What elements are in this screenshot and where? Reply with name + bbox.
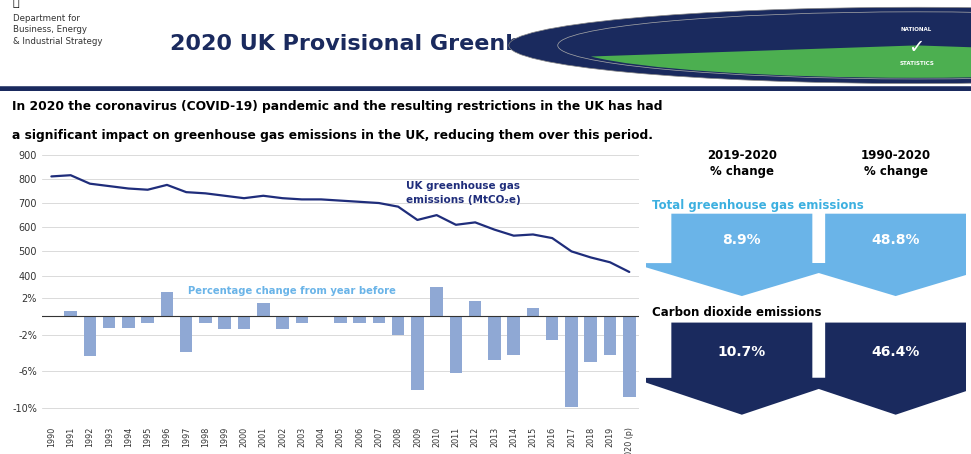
Bar	[430, 286, 443, 316]
Bar	[411, 316, 423, 390]
Polygon shape	[632, 323, 852, 415]
Bar	[295, 316, 308, 323]
Text: 2019-2020
% change: 2019-2020 % change	[707, 149, 777, 178]
Bar	[585, 316, 597, 362]
Text: 10.7%: 10.7%	[718, 345, 766, 359]
Bar	[199, 316, 212, 323]
Bar	[257, 303, 270, 316]
Circle shape	[509, 7, 971, 84]
Bar	[84, 316, 96, 356]
Bar	[565, 316, 578, 407]
Bar	[180, 316, 192, 352]
Bar	[604, 316, 617, 355]
Text: Carbon dioxide emissions: Carbon dioxide emissions	[653, 306, 821, 319]
Text: a significant impact on greenhouse gas emissions in the UK, reducing them over t: a significant impact on greenhouse gas e…	[12, 128, 653, 142]
Bar	[277, 316, 288, 329]
Text: 2020 UK Provisional Greenhouse Gas Emissions: 2020 UK Provisional Greenhouse Gas Emiss…	[170, 34, 767, 54]
Bar	[142, 316, 154, 323]
Text: UK greenhouse gas
emissions (MtCO₂e): UK greenhouse gas emissions (MtCO₂e)	[406, 181, 520, 205]
Bar	[526, 308, 539, 316]
Text: ✓: ✓	[909, 38, 924, 57]
Bar	[64, 311, 77, 316]
Bar	[122, 316, 135, 328]
Text: Percentage change from year before: Percentage change from year before	[188, 286, 396, 296]
Text: 46.4%: 46.4%	[871, 345, 920, 359]
Bar	[392, 316, 404, 336]
Bar	[334, 316, 347, 323]
Text: 8.9%: 8.9%	[722, 233, 761, 247]
Polygon shape	[786, 214, 971, 296]
Bar	[353, 316, 366, 323]
Bar	[103, 316, 116, 328]
Bar	[161, 292, 173, 316]
Bar	[218, 316, 231, 329]
Text: In 2020 the coronavirus (COVID-19) pandemic and the resulting restrictions in th: In 2020 the coronavirus (COVID-19) pande…	[12, 100, 662, 113]
Polygon shape	[632, 214, 852, 296]
Bar	[623, 316, 636, 397]
Text: Total greenhouse gas emissions: Total greenhouse gas emissions	[653, 199, 864, 212]
Bar	[546, 316, 558, 340]
Bar	[469, 301, 482, 316]
Bar	[488, 316, 501, 360]
Bar	[450, 316, 462, 373]
Polygon shape	[786, 323, 971, 415]
Text: 🏛: 🏛	[13, 0, 19, 8]
Bar	[238, 316, 251, 329]
Text: 1990-2020
% change: 1990-2020 % change	[860, 149, 931, 178]
Bar	[373, 316, 385, 323]
Text: Department for
Business, Energy
& Industrial Strategy: Department for Business, Energy & Indust…	[13, 14, 102, 46]
Text: NATIONAL: NATIONAL	[901, 26, 932, 32]
Text: STATISTICS: STATISTICS	[899, 61, 934, 66]
Text: 48.8%: 48.8%	[871, 233, 920, 247]
Wedge shape	[591, 45, 971, 78]
Bar	[508, 316, 519, 355]
